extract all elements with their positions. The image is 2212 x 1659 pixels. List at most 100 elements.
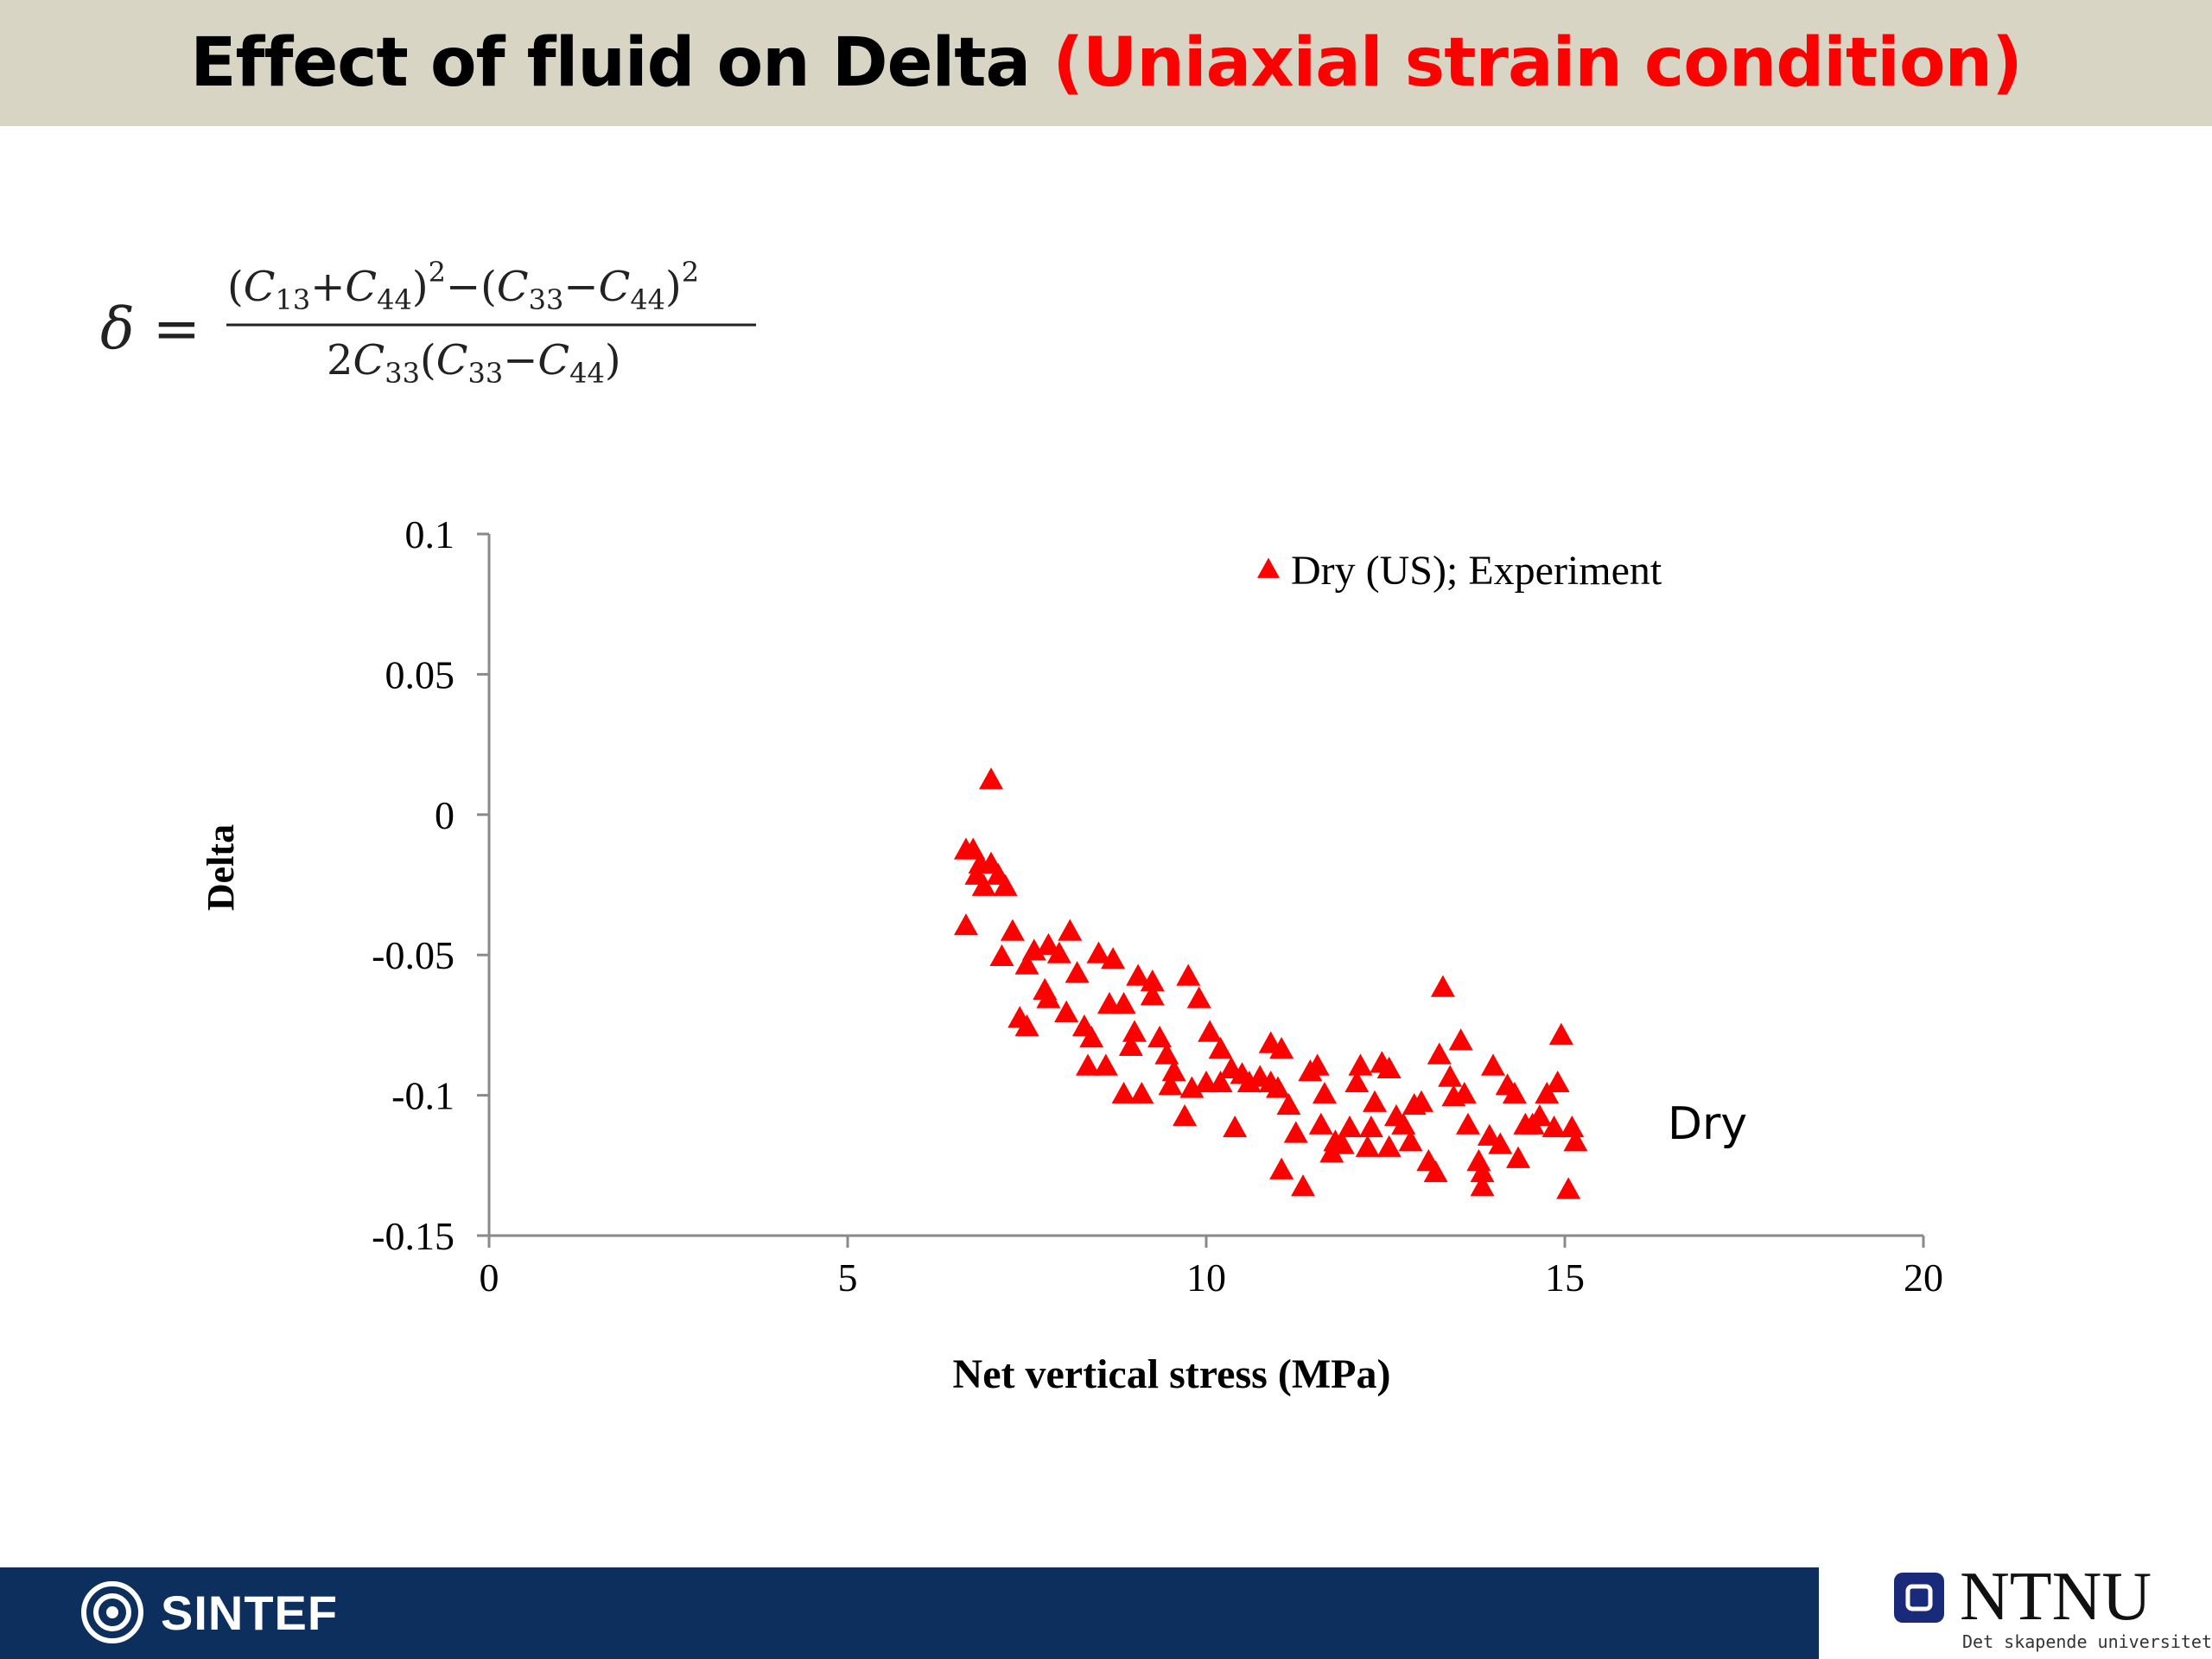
data-point: [1021, 938, 1046, 961]
y-tick-label: 0.05: [385, 652, 455, 696]
formula-token: 33: [529, 283, 564, 316]
title-accent: (Uniaxial strain condition): [1052, 24, 2022, 102]
data-point: [1058, 918, 1083, 941]
data-point: [1330, 1132, 1355, 1154]
data-point: [1470, 1174, 1495, 1197]
formula-token: ): [605, 336, 621, 385]
data-point: [1054, 1000, 1079, 1022]
data-point: [1129, 1081, 1154, 1104]
data-point: [1126, 963, 1151, 986]
ntnu-emblem-icon: [1894, 1573, 1944, 1623]
data-point: [953, 913, 978, 936]
data-point: [1046, 941, 1071, 963]
formula-numerator: (C13+C44)2−(C33−C44)2: [227, 256, 699, 316]
data-point: [1140, 969, 1165, 992]
data-point: [1506, 1146, 1531, 1168]
page-title: Effect of fluid on Delta (Uniaxial strai…: [190, 24, 2022, 102]
formula-token: C: [599, 263, 631, 311]
formula-token: (: [480, 263, 497, 311]
data-point: [1208, 1037, 1233, 1059]
formula-token: 2: [429, 256, 446, 289]
data-point: [1276, 1092, 1301, 1116]
formula-token: 2: [682, 256, 699, 289]
data-point: [1348, 1053, 1373, 1076]
y-tick-label: -0.05: [372, 933, 454, 977]
data-point: [1455, 1112, 1480, 1135]
chart-axes: 0.1 0.05 0 -0.05 -0.1 -0.15 0 5 10 15 20: [372, 512, 1943, 1300]
x-tick-label: 5: [838, 1255, 858, 1300]
formula-token: 33: [385, 357, 420, 390]
data-point: [1014, 1014, 1039, 1037]
data-point: [1344, 1070, 1370, 1093]
formula-token: 44: [630, 283, 665, 316]
formula-token: +: [310, 263, 345, 311]
data-point: [1423, 1160, 1448, 1183]
data-point: [1338, 1115, 1362, 1138]
data-point: [1036, 986, 1061, 1008]
data-point: [1391, 1112, 1416, 1135]
title-bar: Effect of fluid on Delta (Uniaxial strai…: [0, 0, 2212, 126]
delta-formula: δ = (C13+C44)2−(C33−C44)2 2C33(C33−C44): [100, 256, 756, 390]
data-point: [1269, 1037, 1294, 1059]
data-point: [1563, 1129, 1588, 1152]
formula-token: ): [412, 263, 429, 311]
data-point: [1161, 1058, 1186, 1082]
x-tick-label: 10: [1186, 1255, 1226, 1300]
formula-token: −: [446, 263, 480, 311]
formula-token: 2: [327, 336, 353, 385]
data-point: [1101, 947, 1126, 969]
formula-token: C: [497, 263, 529, 311]
formula-token: (: [420, 336, 436, 385]
formula-token: C: [353, 336, 385, 385]
data-point: [1198, 1020, 1223, 1042]
x-axis-label: Net vertical stress (MPa): [953, 1351, 1391, 1397]
data-point: [979, 767, 1003, 790]
x-tick-label: 0: [480, 1255, 499, 1300]
data-point: [1545, 1070, 1570, 1093]
sintef-logo: SINTEF: [79, 1578, 338, 1647]
data-point: [1014, 952, 1039, 975]
data-point: [993, 874, 1018, 896]
data-point: [1122, 1020, 1147, 1042]
formula-token: 33: [467, 357, 503, 390]
sintef-emblem-icon: [81, 1581, 143, 1643]
ntnu-tagline: Det skapende universitet: [1962, 1631, 2212, 1652]
data-point: [971, 874, 996, 896]
data-point: [1140, 983, 1165, 1006]
data-point: [1548, 1022, 1573, 1045]
formula-token: (: [227, 263, 244, 311]
data-point: [1158, 1073, 1183, 1096]
formula-token: 13: [275, 283, 310, 316]
data-point: [1305, 1053, 1330, 1076]
data-point: [1266, 1076, 1290, 1098]
data-point: [1147, 1026, 1173, 1048]
data-point: [1470, 1160, 1495, 1183]
data-point: [1173, 1103, 1198, 1127]
data-point: [1154, 1042, 1179, 1065]
formula-token: 44: [377, 283, 412, 316]
formula-token: C: [345, 263, 377, 311]
data-point: [1527, 1103, 1552, 1127]
formula-denominator: 2C33(C33−C44): [327, 336, 621, 390]
data-point: [1036, 932, 1061, 956]
data-point: [1477, 1123, 1502, 1146]
ntnu-wordmark: NTNU: [1960, 1559, 2152, 1635]
x-tick-label: 15: [1545, 1255, 1585, 1300]
title-main: Effect of fluid on Delta: [190, 24, 1053, 102]
data-point: [1535, 1081, 1560, 1104]
data-point: [1308, 1112, 1333, 1135]
formula-lhs: δ =: [100, 296, 200, 362]
data-point: [1376, 1056, 1402, 1078]
y-tick-label: 0.1: [405, 512, 455, 556]
data-point: [1312, 1081, 1337, 1104]
delta-scatter-chart: 0.1 0.05 0 -0.05 -0.1 -0.15 0 5 10 15 20 Dry (US);…: [200, 512, 1943, 1397]
data-point: [1111, 1081, 1136, 1104]
data-point: [1409, 1090, 1433, 1112]
data-point: [1076, 1053, 1101, 1076]
y-axis-label: Delta: [200, 824, 242, 911]
formula-token: C: [436, 336, 468, 385]
y-tick-label: 0: [435, 793, 454, 837]
legend-label: Dry (US); Experiment: [1291, 548, 1662, 594]
data-point: [1208, 1070, 1233, 1093]
formula-token: −: [563, 263, 598, 311]
